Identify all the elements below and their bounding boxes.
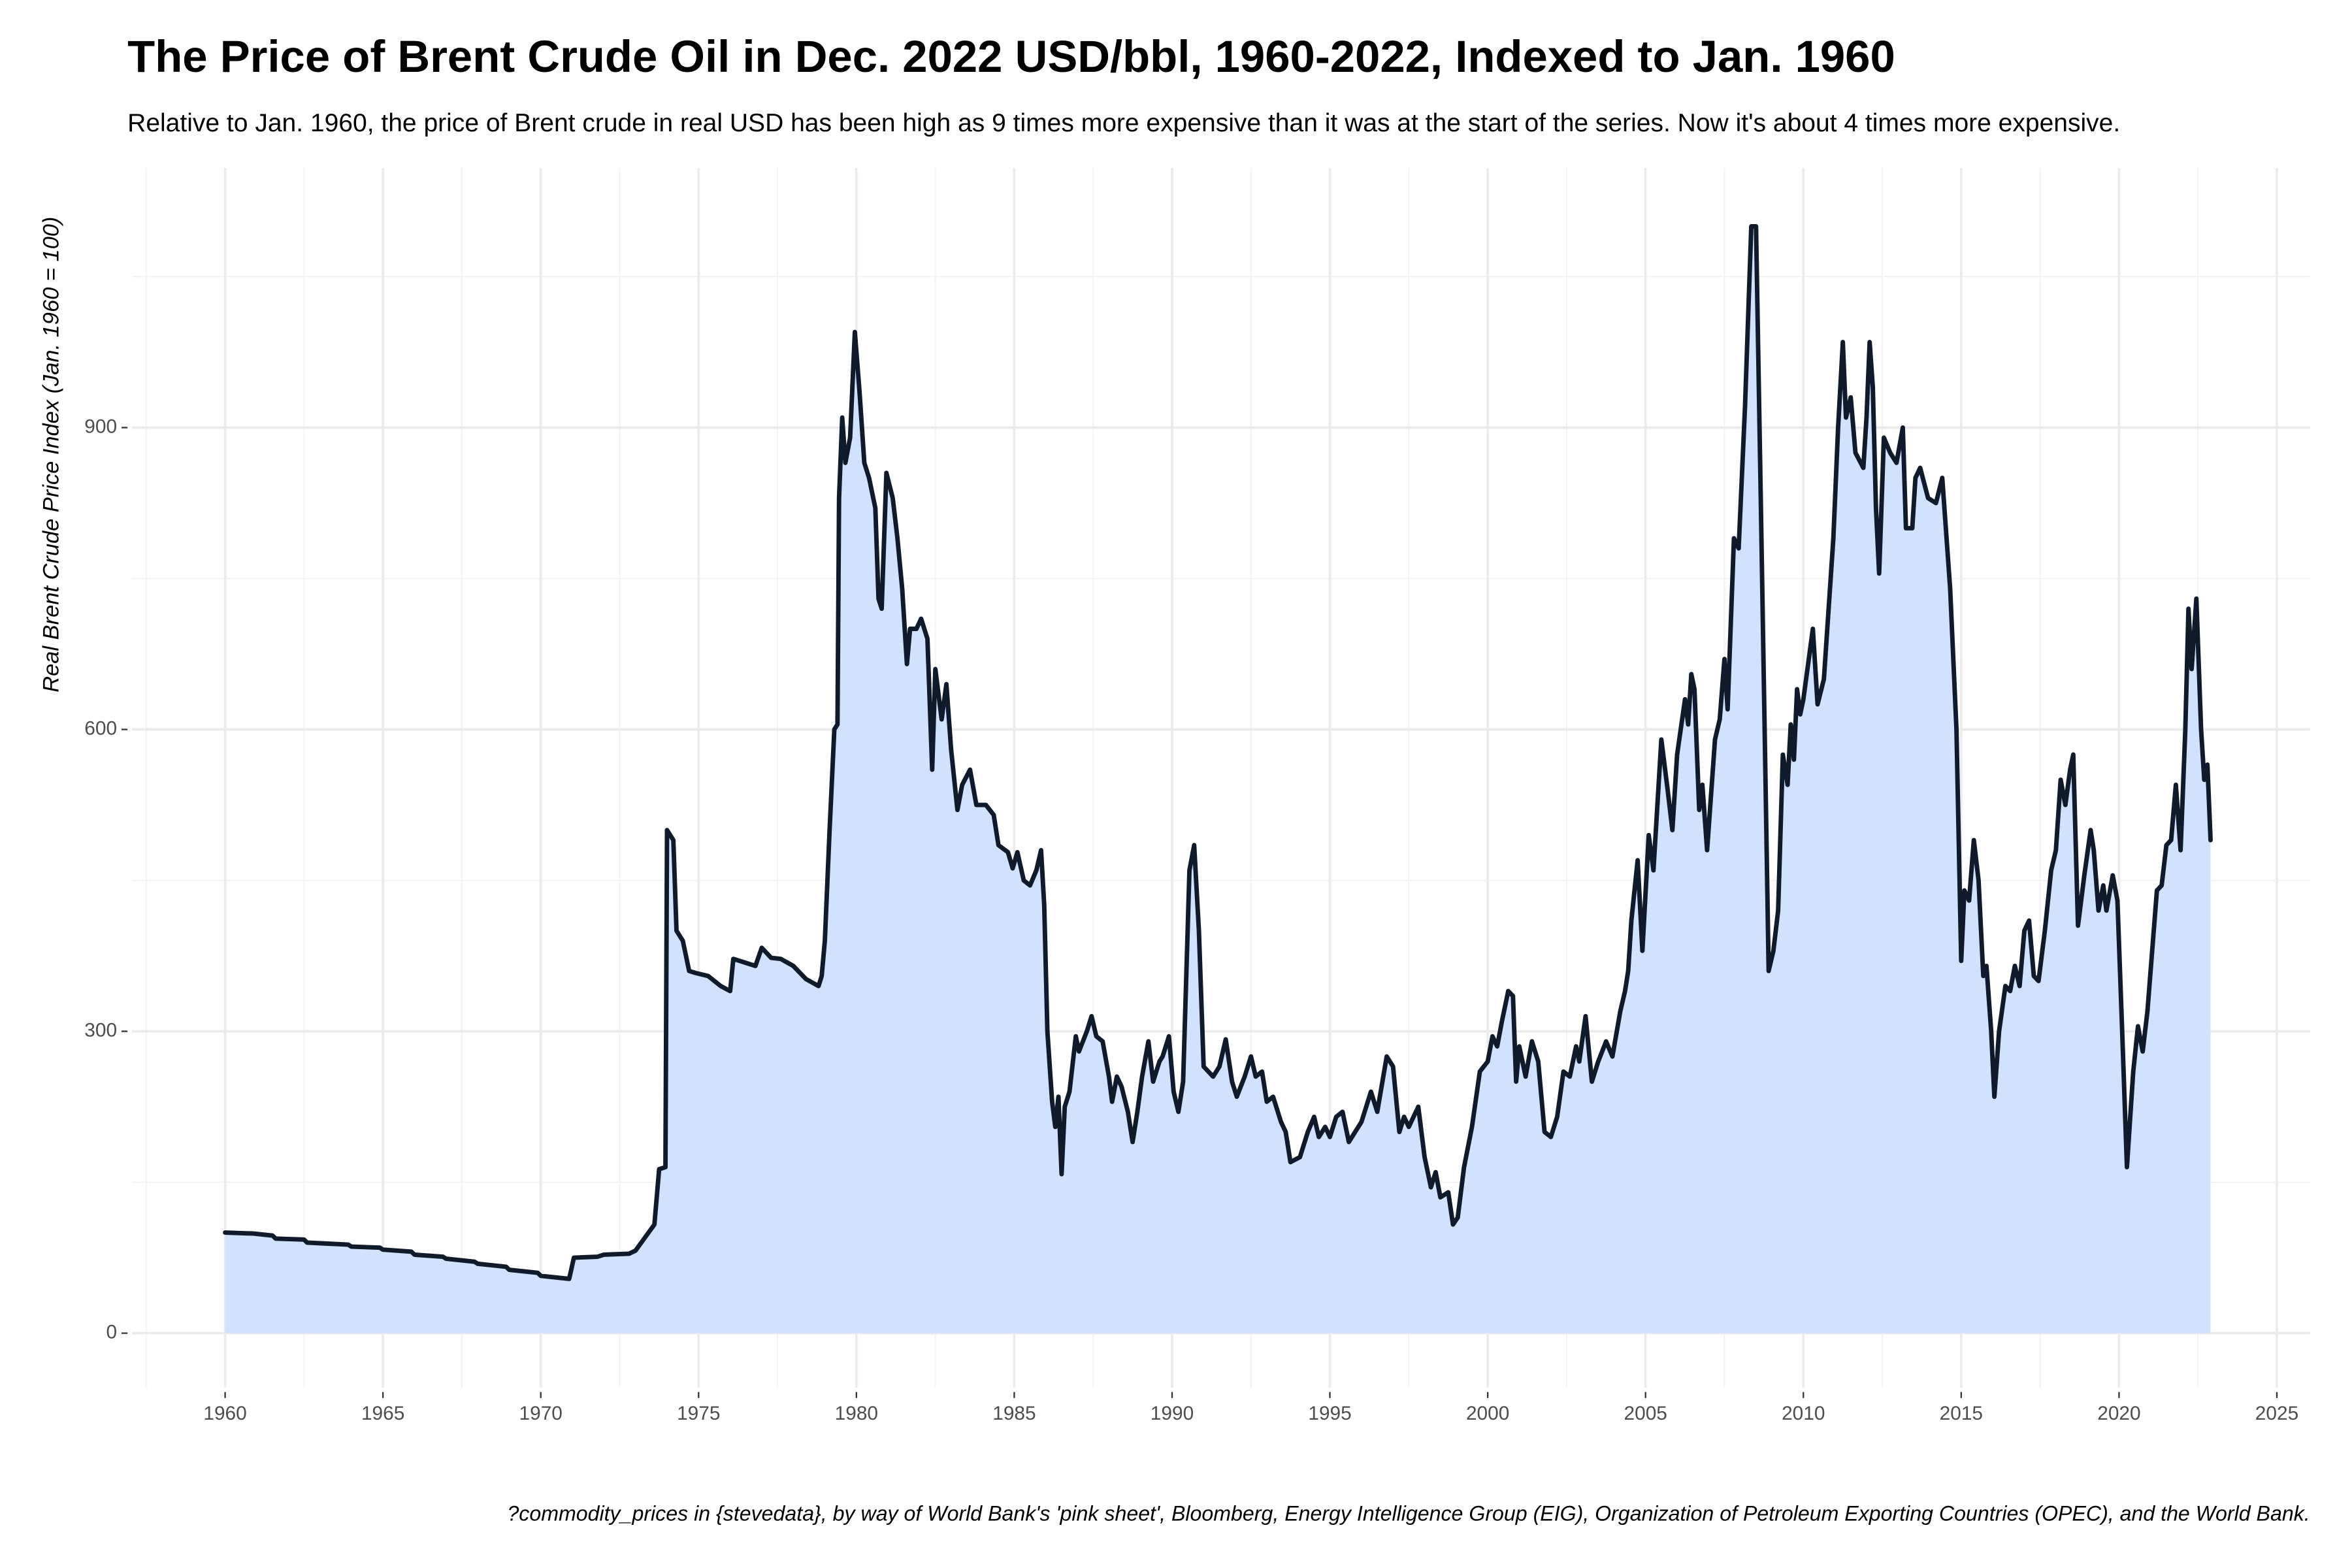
- x-tick-label: 1980: [835, 1403, 878, 1424]
- y-tick-label: 300: [84, 1019, 117, 1041]
- x-tick-label: 1995: [1308, 1403, 1351, 1424]
- x-tick-label: 2005: [1624, 1403, 1667, 1424]
- x-tick-label: 1960: [203, 1403, 246, 1424]
- caption: ?commodity_prices in {stevedata}, by way…: [507, 1501, 2310, 1525]
- x-tick-label: 1975: [677, 1403, 720, 1424]
- y-tick-label: 600: [84, 717, 117, 739]
- x-tick-label: 1985: [992, 1403, 1036, 1424]
- y-axis-label: Real Brent Crude Price Index (Jan. 1960 …: [39, 217, 63, 693]
- chart-subtitle: Relative to Jan. 1960, the price of Bren…: [127, 109, 2120, 137]
- chart-title: The Price of Brent Crude Oil in Dec. 202…: [127, 31, 1895, 82]
- x-tick-label: 2000: [1466, 1403, 1509, 1424]
- plot-area: [223, 224, 2213, 1333]
- x-tick-label: 2020: [2097, 1403, 2140, 1424]
- x-tick-label: 2015: [1940, 1403, 1983, 1424]
- line: [223, 224, 2213, 1281]
- x-tick-label: 2025: [2255, 1403, 2298, 1424]
- area: [225, 226, 2211, 1333]
- y-tick-label: 0: [106, 1321, 117, 1343]
- x-tick-label: 1970: [519, 1403, 563, 1424]
- x-tick-label: 1990: [1151, 1403, 1194, 1424]
- x-tick-label: 1965: [361, 1403, 404, 1424]
- x-tick-label: 2010: [1782, 1403, 1825, 1424]
- y-tick-label: 900: [84, 416, 117, 437]
